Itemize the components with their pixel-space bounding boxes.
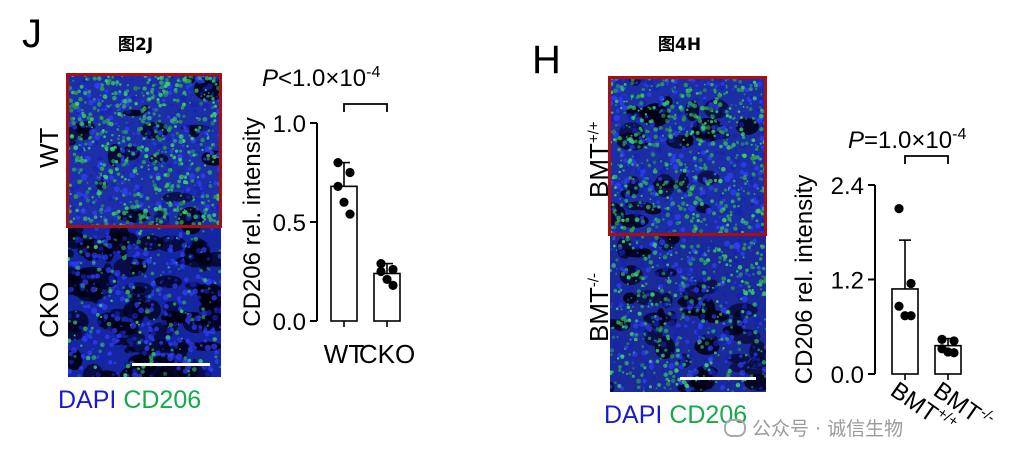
y-tick-label: 1.2 — [831, 268, 864, 295]
micrograph-bmt-ko — [610, 236, 766, 392]
p-symbol: P — [848, 127, 865, 154]
row-label-base: BMT — [584, 287, 614, 342]
data-point — [333, 181, 343, 191]
stain-legend-left: DAPI CD206 — [58, 386, 201, 415]
data-point — [376, 266, 386, 277]
y-tick-label: 0.0 — [831, 362, 864, 389]
scale-bar — [680, 377, 756, 380]
y-axis-label: CD206 rel. intensity — [239, 117, 266, 326]
panel-letter-h: H — [532, 38, 561, 82]
row-label-cko: CKO — [34, 281, 64, 338]
watermark: 公众号 · 诚信生物 — [724, 414, 903, 441]
figure-label-4h: 图4H — [658, 35, 702, 55]
y-tick-label: 2.4 — [831, 173, 864, 200]
data-point — [949, 336, 959, 346]
stain-cd206: CD206 — [669, 401, 748, 429]
y-axis-label: CD206 rel. intensity — [791, 175, 818, 384]
micrograph-bmt-wt — [610, 77, 766, 235]
bar-chart-right: 0.0 1.2 2.4 CD206 rel. intensity BMT+/+ BMT-/… — [776, 150, 1012, 460]
row-label-sup: -/- — [585, 272, 603, 288]
bar — [891, 288, 919, 375]
figure-label-2j: 图2J — [118, 35, 154, 55]
row-label-wt: WT — [34, 127, 64, 168]
y-tick-label: 0.5 — [273, 210, 306, 237]
stain-dapi: DAPI — [58, 386, 117, 414]
data-point — [345, 209, 355, 219]
data-point — [333, 158, 343, 168]
watermark-text: 公众号 · 诚信生物 — [752, 418, 904, 440]
data-point — [345, 167, 355, 178]
data-point — [388, 264, 398, 275]
data-point — [906, 311, 916, 321]
data-point — [906, 278, 916, 289]
x-tick-label: BMT-/- — [929, 375, 999, 436]
bar-chart-left: 0.0 0.5 1.0 CD206 rel. intensity WT CKO — [222, 96, 452, 386]
x-tick-label: WT — [324, 339, 365, 369]
row-label-bmt-ko: BMT-/- — [584, 273, 615, 342]
row-label-sup: +/+ — [585, 121, 603, 144]
p-symbol: P — [262, 65, 279, 92]
significance-bracket — [343, 103, 388, 112]
data-point — [339, 197, 349, 207]
x-tick-label: CKO — [359, 339, 415, 369]
stain-legend-right: DAPI CD206 — [604, 401, 747, 430]
row-label-base: BMT — [584, 143, 614, 198]
data-point — [894, 204, 904, 214]
y-tick-label: 1.0 — [273, 111, 306, 138]
significance-bracket — [904, 155, 949, 164]
y-tick-label: 0.0 — [273, 309, 306, 336]
data-point — [949, 348, 959, 358]
stain-dapi: DAPI — [604, 401, 663, 429]
wechat-icon — [724, 419, 746, 437]
micrograph-wt — [68, 74, 221, 227]
data-point — [388, 280, 398, 290]
row-label-bmt-wt: BMT+/+ — [584, 121, 615, 198]
data-point — [894, 301, 904, 311]
micrograph-cko — [68, 228, 221, 377]
p-exponent: -4 — [952, 126, 967, 143]
p-exponent: -4 — [366, 64, 381, 81]
p-value-right: P=1.0×10-4 — [848, 126, 966, 155]
data-point — [376, 258, 386, 269]
data-point — [937, 334, 947, 344]
p-text: =1.0×10 — [864, 127, 953, 154]
p-text: <1.0×10 — [278, 65, 367, 92]
p-value-left: P<1.0×10-4 — [262, 64, 380, 93]
stain-cd206: CD206 — [123, 386, 202, 414]
data-point — [382, 274, 392, 285]
scale-bar — [132, 363, 210, 366]
panel-letter-j: J — [22, 12, 42, 56]
